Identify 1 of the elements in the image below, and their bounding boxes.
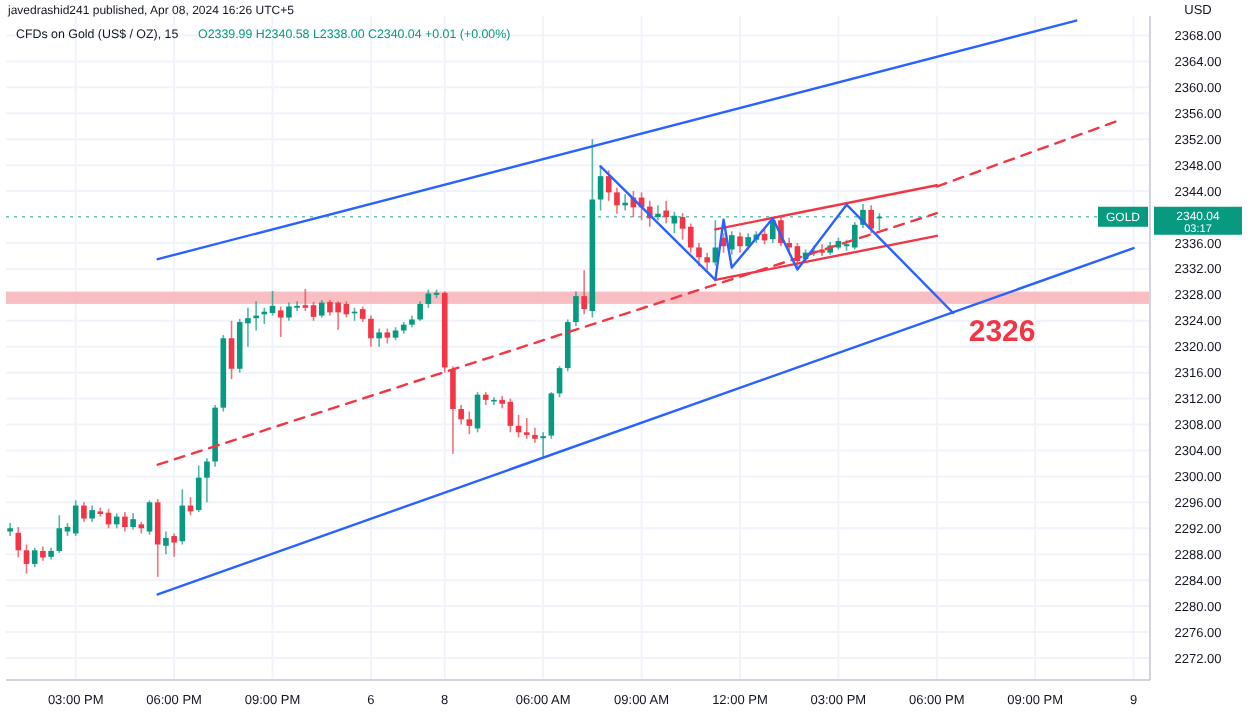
annotation: 2326 [968, 314, 1036, 349]
